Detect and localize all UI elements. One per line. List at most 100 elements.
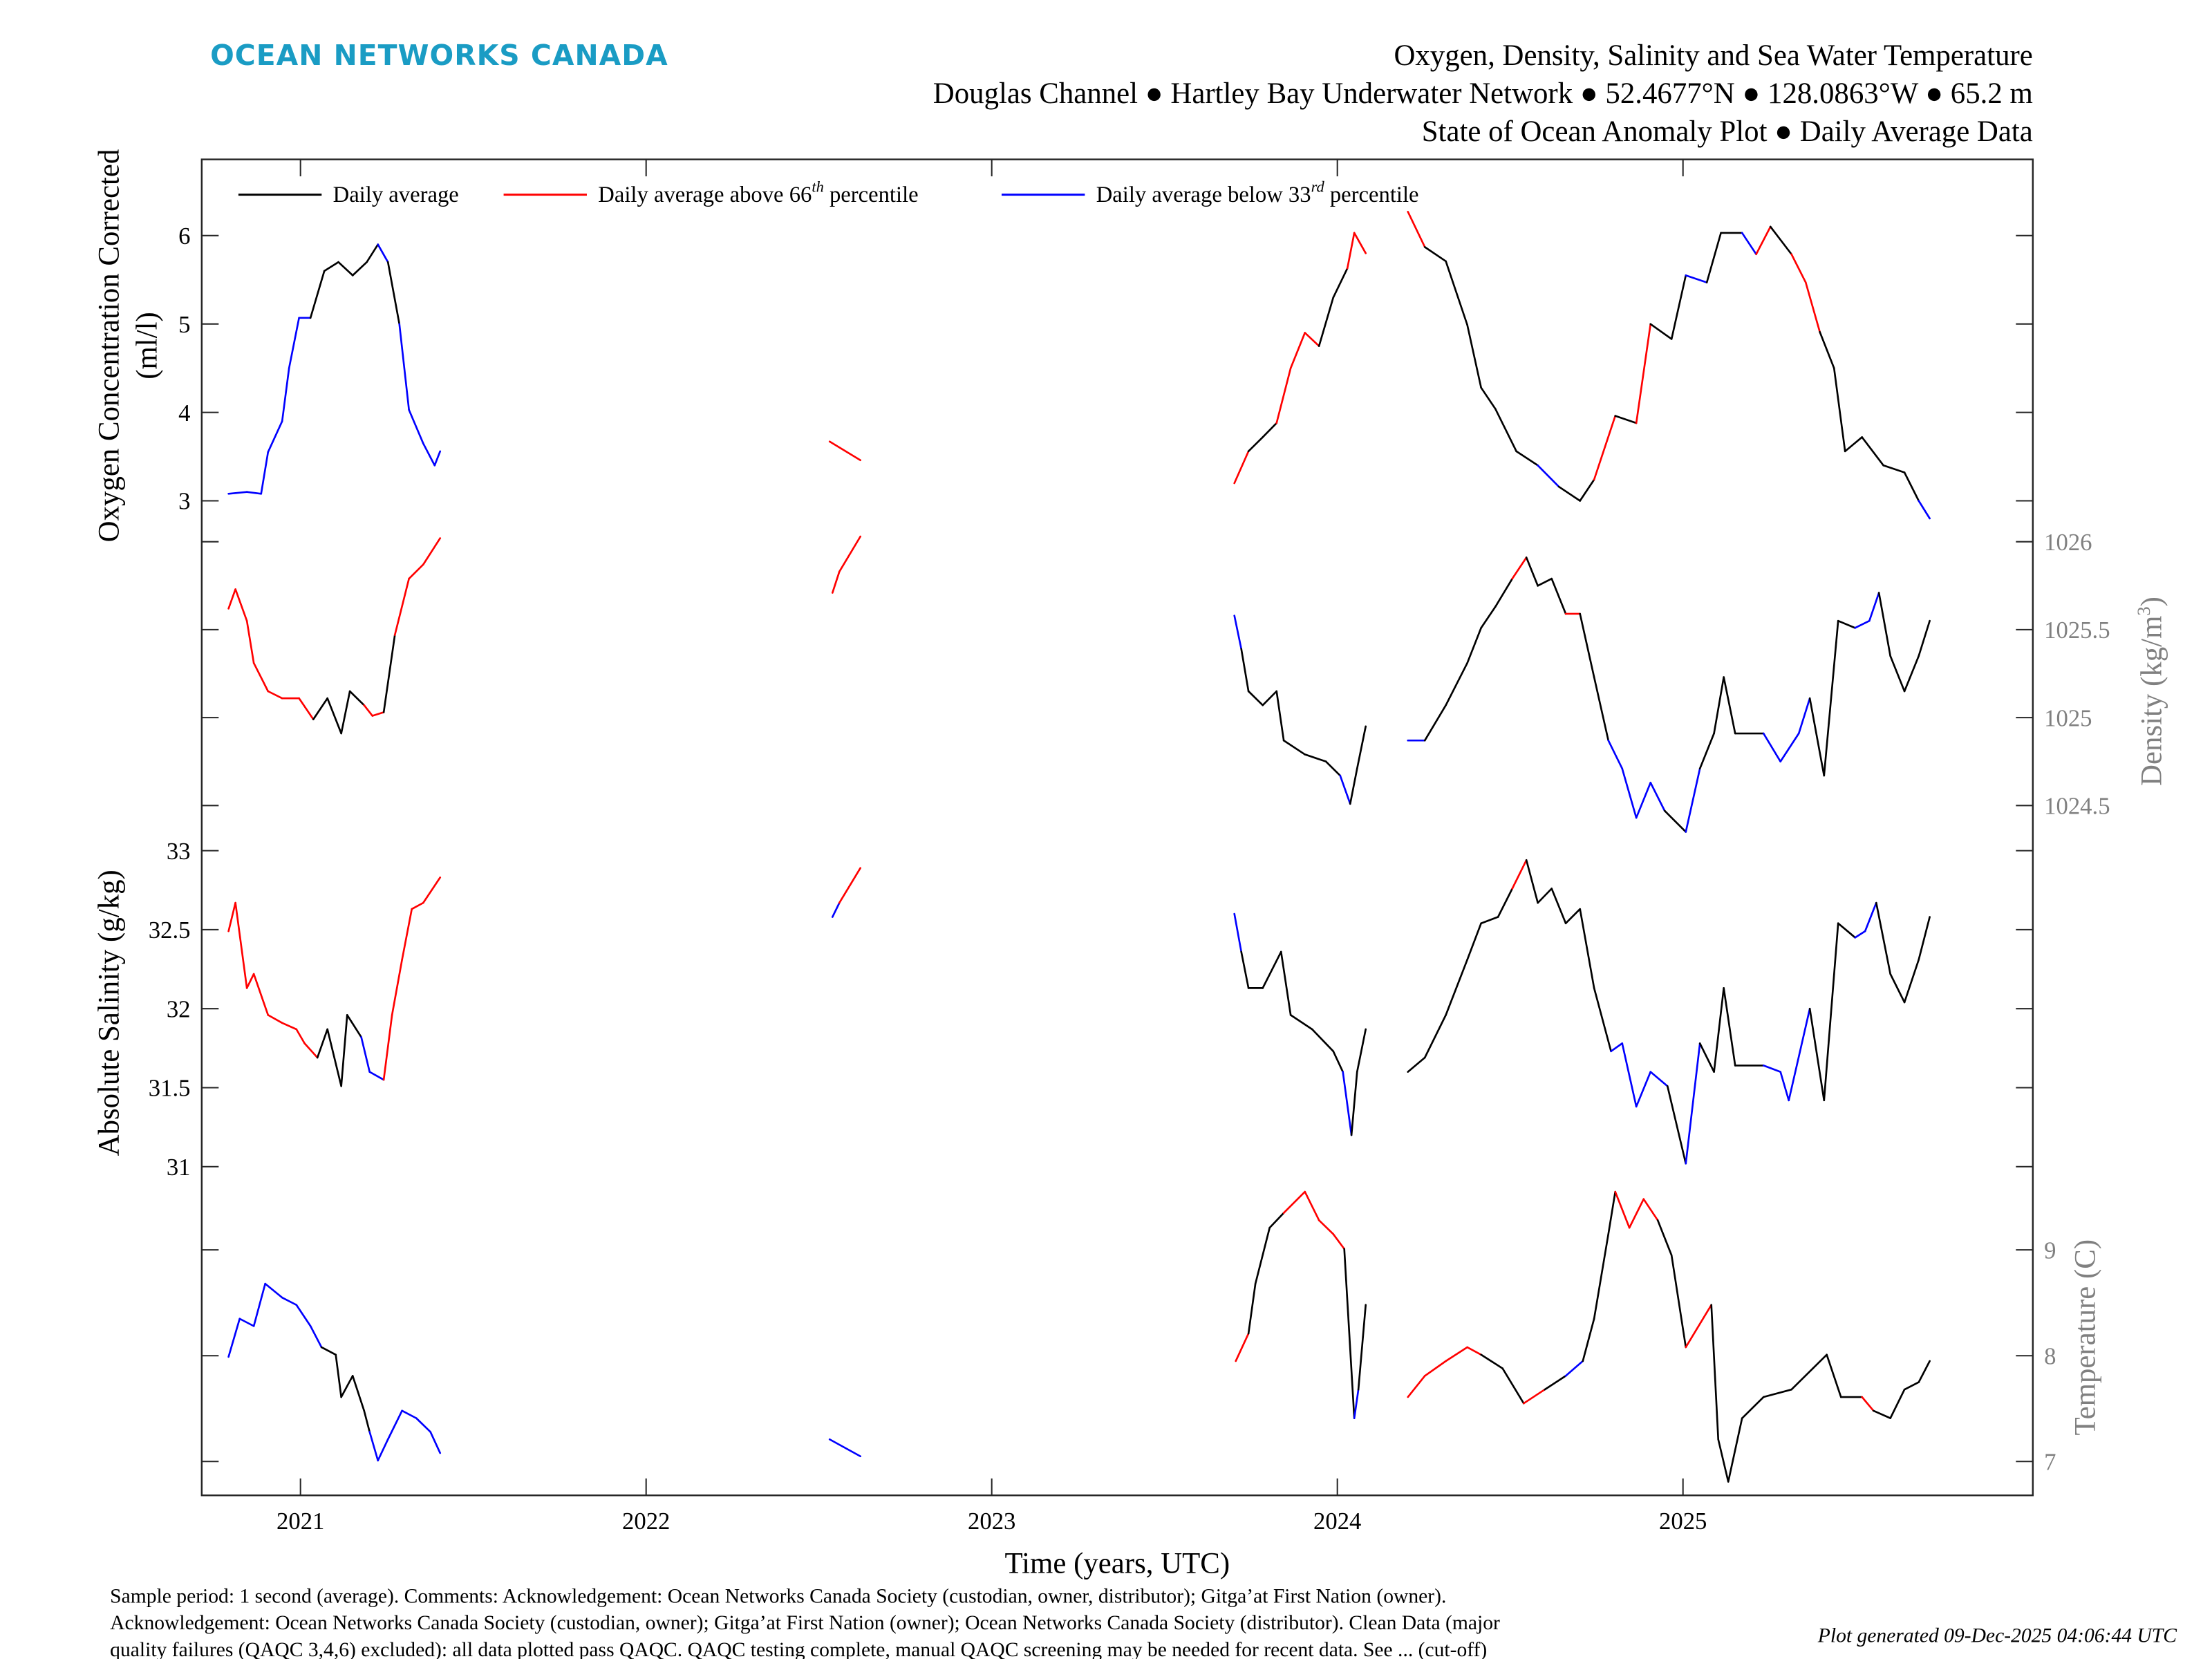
density-line-segment [1868,592,1880,622]
ylabel-temperature: Temperature (C) [2070,1239,2102,1436]
salinity-line-segment [1823,922,1839,1102]
oxygen-line-segment [337,261,354,276]
chart-title: Oxygen, Density, Salinity and Sea Water … [1394,39,2032,72]
density-line-segment [371,711,385,717]
temperature-line-segment [1480,1353,1503,1369]
density-tick-label: 1026 [2044,529,2092,556]
salinity-line-segment [1649,1071,1669,1087]
oxygen-line-segment [1861,436,1885,467]
oxygen-line-segment [1247,436,1264,453]
temperature-tick-label: 9 [2044,1237,2056,1264]
plot-generated: Plot generated 09-Dec-2025 04:06:44 UTC [1817,1625,2177,1647]
salinity-line-segment [1262,950,1282,989]
density-line-segment [1607,739,1624,770]
salinity-line-segment [1864,901,1877,932]
density-line-segment [1339,774,1351,805]
density-line-segment [252,662,270,693]
temperature-line-segment [1564,1360,1584,1377]
temperature-line-segment [1642,1198,1659,1221]
density-line-segment [1423,704,1447,742]
salinity-tick-label: 33 [167,838,191,865]
density-line-segment [1713,676,1725,735]
salinity-line-segment [234,901,248,989]
density-line-segment [1356,725,1367,770]
oxygen-line-segment [1918,500,1931,520]
salinity-line-segment [1723,987,1736,1067]
temperature-line-segment [1717,1438,1730,1483]
temperature-line-segment [401,1409,418,1419]
oxygen-line-segment [1670,274,1687,340]
salinity-line-segment [1240,950,1250,989]
salinity-line-segment [252,973,270,1016]
salinity-line-segment [1423,1014,1447,1059]
oxygen-line-segment [288,317,300,369]
oxygen-line-segment [1741,232,1757,256]
density-line-segment [1918,619,1931,657]
density-line-segment [1233,615,1243,650]
density-line-segment [1889,655,1906,693]
oxygen-line-segment [398,323,410,411]
density-line-segment [1445,662,1468,706]
density-line-segment [1723,676,1736,735]
salinity-line-segment [1698,1042,1715,1073]
density-line-segment [1903,655,1920,693]
oxygen-line-segment [260,451,270,495]
density-line-segment [1537,577,1553,587]
x-tick-label: 2022 [622,1508,670,1535]
temperature-line-segment [340,1375,354,1398]
salinity-line-segment [1289,1014,1313,1031]
ylabel-salinity: Absolute Salinity (g/kg) [93,870,125,1156]
salinity-line-segment [245,973,255,989]
temperature-line-segment [363,1409,371,1433]
salinity-line-segment [391,959,403,1016]
density-line-segment [1275,690,1285,742]
density-line-segment [1779,732,1800,762]
oxygen-line-segment [1233,450,1250,485]
density-line-segment [1324,760,1342,777]
salinity-line-segment [1889,973,1906,1004]
salinity-line-segment [1311,1028,1335,1053]
temperature-line-segment [1614,1190,1631,1229]
density-line-segment [340,690,351,735]
legend-label-below-33rd: Daily average below 33rd percentile [1096,178,1419,207]
density-line-segment [1808,697,1826,777]
density-line-segment [1262,690,1278,706]
oxygen-line-segment [1649,323,1673,340]
salinity-line-segment [1466,922,1482,961]
temperature-line-segment [386,1409,403,1441]
temperature-line-segment [1247,1282,1257,1335]
footer-line-2: Acknowledgement: Ocean Networks Canada S… [110,1612,1500,1634]
salinity-line-segment [1407,1056,1426,1073]
salinity-tick-label: 31 [167,1154,191,1181]
oxygen-line-segment [1755,225,1772,256]
density-line-segment [1685,767,1701,833]
salinity-line-segment [1903,959,1920,1004]
temperature-line-segment [1889,1388,1906,1419]
oxygen-tick-label: 4 [178,400,190,427]
oxygen-line-segment [1494,408,1518,453]
temperature-line-segment [1741,1396,1765,1419]
temperature-line-segment [377,1438,389,1462]
temperature-line-segment [1332,1232,1346,1250]
legend: Daily average Daily average above 66th p… [238,178,1419,207]
salinity-line-segment [1918,916,1931,961]
salinity-line-segment [422,877,442,904]
density-line-segment [408,563,424,580]
temperature-tick-label: 7 [2044,1449,2056,1476]
temperature-line-segment [1762,1388,1792,1398]
oxygen-line-segment [1882,464,1906,474]
temperature-line-segment [1582,1318,1595,1362]
salinity-line-segment [1854,930,1866,939]
salinity-line-segment [1875,901,1892,975]
density-line-segment [1494,577,1514,608]
salinity-line-segment [1621,1042,1638,1108]
temperature-line-segment [1466,1346,1482,1356]
temperature-line-segment [368,1431,379,1462]
logo: OCEAN NETWORKS CANADA [210,39,668,72]
x-tick-label: 2023 [968,1508,1015,1535]
oxygen-line-segment [1346,232,1356,270]
temperature-line-segment [828,1438,862,1458]
temperature-line-segment [1353,1388,1360,1419]
temperature-line-segment [1304,1190,1320,1221]
salinity-line-segment [1550,888,1567,925]
